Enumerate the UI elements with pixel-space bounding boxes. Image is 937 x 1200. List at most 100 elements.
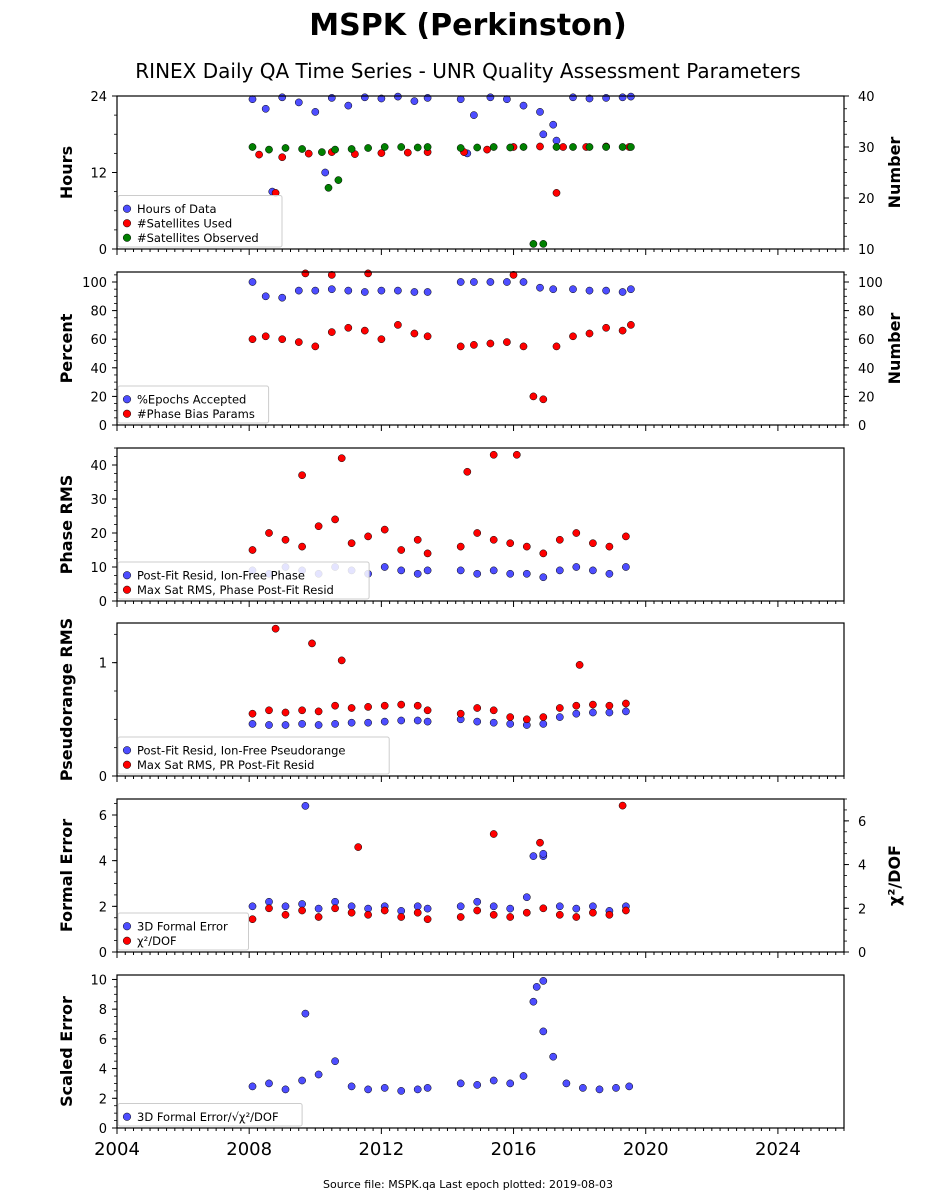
y-tick-label: 40 [90, 459, 107, 474]
data-point-blue [423, 717, 432, 726]
data-point-blue [321, 168, 330, 177]
data-point-red [261, 332, 270, 341]
data-point-blue [539, 977, 548, 985]
data-point-blue [605, 569, 614, 578]
data-point-blue [261, 292, 270, 301]
panel-5-y-right-ticks: 0 2 4 6 [844, 798, 866, 961]
legend-marker [122, 233, 132, 242]
data-point-blue [539, 849, 548, 858]
y-axis-label: Formal Error [57, 819, 76, 932]
data-point-green [569, 143, 577, 151]
legend-label: Max Sat RMS, PR Post-Fit Resid [137, 758, 314, 772]
data-point-red [456, 709, 465, 718]
data-point-blue [298, 900, 306, 908]
legend-marker [122, 204, 132, 213]
panel-1-x-ticks [116, 249, 845, 255]
panel-6-points [248, 977, 634, 1095]
data-point-red [314, 707, 323, 716]
data-point-blue [529, 852, 538, 860]
data-point-red [380, 701, 389, 710]
data-point-red [337, 454, 346, 463]
data-point-blue [265, 897, 273, 906]
data-point-blue [413, 902, 422, 911]
data-point-red [473, 906, 482, 915]
y-tick-label: 20 [90, 527, 107, 542]
y-tick-label: 40 [90, 362, 107, 377]
data-point-red [559, 143, 567, 151]
data-point-blue [618, 288, 627, 296]
y-tick-label: 24 [90, 90, 107, 105]
y-right-tick-label: 4 [858, 859, 866, 874]
y-right-tick-label: 40 [858, 90, 875, 105]
y-tick-label: 6 [99, 809, 107, 824]
data-point-blue [506, 720, 515, 728]
data-point-blue [314, 1070, 323, 1079]
data-point-blue [397, 716, 406, 725]
data-point-green [281, 144, 290, 152]
legend-label: 3D Formal Error [137, 919, 228, 933]
data-point-blue [470, 278, 478, 286]
data-point-green [380, 143, 389, 151]
y-axis-label: Percent [57, 313, 76, 383]
data-point-red [463, 467, 472, 476]
data-point-blue [572, 709, 581, 718]
data-point-blue [539, 720, 548, 728]
data-point-red [555, 910, 564, 919]
x-tick-label: 2020 [623, 1139, 669, 1160]
data-point-red [265, 706, 273, 715]
data-point-blue [265, 1079, 273, 1088]
data-point-red [347, 539, 356, 548]
data-point-blue [506, 569, 515, 578]
data-point-blue [347, 718, 356, 727]
data-point-blue [562, 1079, 571, 1088]
y-axis-label: Scaled Error [57, 996, 76, 1107]
data-point-red [354, 843, 363, 851]
data-point-blue [519, 101, 528, 110]
legend-marker [122, 760, 132, 769]
data-point-green [602, 143, 610, 151]
data-point-blue [327, 94, 336, 102]
panel-5-points [248, 801, 630, 924]
data-point-red [605, 910, 614, 919]
y-tick-label: 60 [90, 333, 107, 348]
data-point-green [529, 240, 538, 248]
panel-6-x-ticks: 2004 2008 2012 2016 2020 2024 [94, 1128, 845, 1160]
data-point-blue [331, 897, 339, 906]
data-point-red [377, 149, 386, 157]
data-point-blue [539, 573, 548, 582]
data-point-blue [522, 893, 531, 902]
y-tick-label: 0 [99, 1122, 107, 1137]
legend-label: 3D Formal Error/√χ²/DOF [137, 1110, 279, 1124]
data-point-blue [489, 902, 498, 911]
data-point-green [519, 143, 528, 151]
data-point-red [255, 150, 263, 159]
figure-title: MSPK (Perkinston) [309, 8, 626, 43]
data-point-green [413, 143, 422, 152]
data-point-blue [314, 721, 323, 729]
y-right-tick-label: 10 [858, 243, 875, 258]
data-point-red [536, 838, 544, 847]
data-point-blue [622, 707, 630, 716]
panel-6-y-ticks: 0 2 4 6 8 10 [90, 973, 117, 1137]
legend-marker [122, 922, 132, 931]
data-point-blue [522, 569, 531, 578]
legend-marker [122, 395, 132, 404]
data-point-red [413, 908, 422, 917]
data-point-red [569, 332, 577, 341]
data-point-blue [473, 897, 482, 906]
data-point-red [489, 830, 498, 838]
data-point-blue [301, 1009, 310, 1018]
data-point-red [506, 539, 515, 548]
data-point-red [364, 532, 372, 541]
x-tick-label: 2016 [491, 1139, 537, 1160]
data-point-red [589, 908, 597, 917]
data-point-blue [360, 93, 369, 102]
data-point-blue [618, 93, 627, 102]
data-point-red [539, 713, 548, 721]
data-point-red [519, 342, 528, 351]
data-point-blue [486, 93, 495, 102]
data-point-red [344, 323, 353, 332]
data-point-green [298, 145, 306, 153]
y-right-tick-label: 80 [858, 305, 875, 320]
